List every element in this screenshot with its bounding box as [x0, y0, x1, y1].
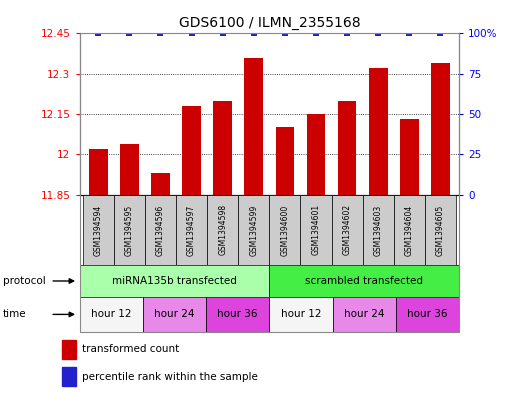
- Bar: [396, 297, 459, 332]
- Text: hour 36: hour 36: [218, 309, 258, 320]
- Text: GSM1394599: GSM1394599: [249, 204, 258, 255]
- Bar: [176, 195, 207, 265]
- Bar: [394, 195, 425, 265]
- Bar: [269, 297, 332, 332]
- Bar: [89, 149, 108, 195]
- Bar: [83, 195, 114, 265]
- Bar: [275, 127, 294, 195]
- Bar: [213, 101, 232, 195]
- Bar: [207, 195, 238, 265]
- Bar: [62, 340, 76, 359]
- Bar: [145, 195, 176, 265]
- Bar: [400, 119, 419, 195]
- Bar: [331, 195, 363, 265]
- Title: GDS6100 / ILMN_2355168: GDS6100 / ILMN_2355168: [179, 16, 360, 29]
- Bar: [244, 58, 263, 195]
- Text: miRNA135b transfected: miRNA135b transfected: [112, 276, 237, 286]
- Bar: [238, 195, 269, 265]
- Text: protocol: protocol: [3, 276, 45, 286]
- Text: scrambled transfected: scrambled transfected: [305, 276, 423, 286]
- Bar: [301, 195, 331, 265]
- Bar: [151, 173, 170, 195]
- Text: hour 36: hour 36: [407, 309, 448, 320]
- Text: percentile rank within the sample: percentile rank within the sample: [82, 372, 258, 382]
- Bar: [425, 195, 456, 265]
- Bar: [182, 106, 201, 195]
- Bar: [363, 195, 394, 265]
- Bar: [143, 297, 206, 332]
- Text: GSM1394604: GSM1394604: [405, 204, 414, 255]
- Text: GSM1394603: GSM1394603: [374, 204, 383, 255]
- Bar: [269, 195, 301, 265]
- Text: hour 12: hour 12: [281, 309, 321, 320]
- Text: GSM1394601: GSM1394601: [311, 204, 321, 255]
- Text: hour 24: hour 24: [344, 309, 384, 320]
- Bar: [269, 265, 459, 297]
- Text: hour 24: hour 24: [154, 309, 194, 320]
- Text: GSM1394596: GSM1394596: [156, 204, 165, 255]
- Text: GSM1394597: GSM1394597: [187, 204, 196, 255]
- Bar: [338, 101, 357, 195]
- Bar: [431, 63, 450, 195]
- Text: GSM1394595: GSM1394595: [125, 204, 134, 255]
- Bar: [369, 68, 387, 195]
- Bar: [307, 114, 325, 195]
- Bar: [62, 367, 76, 386]
- Text: GSM1394594: GSM1394594: [94, 204, 103, 255]
- Bar: [80, 265, 269, 297]
- Bar: [80, 297, 143, 332]
- Bar: [206, 297, 269, 332]
- Text: hour 12: hour 12: [91, 309, 131, 320]
- Bar: [120, 143, 139, 195]
- Bar: [114, 195, 145, 265]
- Text: GSM1394602: GSM1394602: [343, 204, 351, 255]
- Text: GSM1394600: GSM1394600: [281, 204, 289, 255]
- Text: GSM1394598: GSM1394598: [218, 204, 227, 255]
- Bar: [332, 297, 396, 332]
- Text: time: time: [3, 309, 26, 320]
- Text: GSM1394605: GSM1394605: [436, 204, 445, 255]
- Text: transformed count: transformed count: [82, 344, 180, 354]
